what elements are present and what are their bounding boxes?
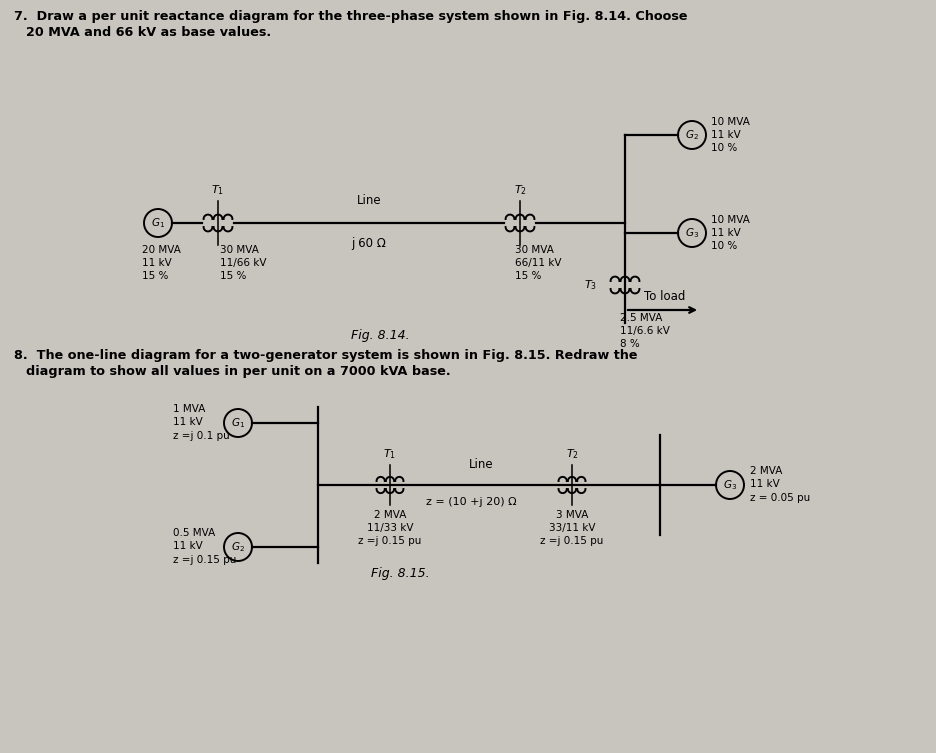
Text: Fig. 8.15.: Fig. 8.15. (371, 566, 430, 580)
Text: z =j 0.15 pu: z =j 0.15 pu (173, 555, 237, 565)
Text: 11/6.6 kV: 11/6.6 kV (620, 326, 670, 336)
Text: 20 MVA: 20 MVA (142, 245, 181, 255)
Text: 11 kV: 11 kV (142, 258, 171, 268)
Text: Line: Line (469, 458, 493, 471)
Text: 11 kV: 11 kV (173, 541, 203, 551)
Text: 0.5 MVA: 0.5 MVA (173, 528, 215, 538)
Text: 2 MVA: 2 MVA (373, 510, 406, 520)
Text: $G_3$: $G_3$ (723, 478, 737, 492)
Text: $G_1$: $G_1$ (151, 216, 165, 230)
Text: 1 MVA: 1 MVA (173, 404, 205, 414)
Text: 10 MVA: 10 MVA (711, 117, 750, 127)
Text: $T_3$: $T_3$ (584, 278, 597, 292)
Text: 11 kV: 11 kV (750, 479, 780, 489)
Text: 20 MVA and 66 kV as base values.: 20 MVA and 66 kV as base values. (26, 26, 271, 39)
Text: 2.5 MVA: 2.5 MVA (620, 313, 663, 323)
Text: 10 MVA: 10 MVA (711, 215, 750, 225)
Text: 15 %: 15 % (142, 271, 168, 281)
Text: $G_1$: $G_1$ (231, 416, 245, 430)
Text: $G_3$: $G_3$ (685, 226, 699, 240)
Text: 10 %: 10 % (711, 143, 738, 153)
Text: z = (10 +j 20) Ω: z = (10 +j 20) Ω (426, 497, 517, 507)
Text: Fig. 8.14.: Fig. 8.14. (351, 328, 409, 342)
Text: 30 MVA: 30 MVA (515, 245, 554, 255)
Text: 2 MVA: 2 MVA (750, 466, 782, 476)
Text: 66/11 kV: 66/11 kV (515, 258, 562, 268)
Text: z = 0.05 pu: z = 0.05 pu (750, 493, 811, 503)
Text: 11 kV: 11 kV (173, 417, 203, 427)
Text: 8.  The one-line diagram for a two-generator system is shown in Fig. 8.15. Redra: 8. The one-line diagram for a two-genera… (14, 349, 637, 362)
Text: z =j 0.15 pu: z =j 0.15 pu (540, 536, 604, 546)
Text: 30 MVA: 30 MVA (220, 245, 259, 255)
Text: 11/33 kV: 11/33 kV (367, 523, 414, 533)
Text: 11/66 kV: 11/66 kV (220, 258, 267, 268)
Text: Line: Line (357, 194, 381, 207)
Text: 15 %: 15 % (515, 271, 541, 281)
Text: 11 kV: 11 kV (711, 130, 740, 140)
Text: $G_2$: $G_2$ (231, 540, 245, 554)
Text: 11 kV: 11 kV (711, 228, 740, 238)
Text: 8 %: 8 % (620, 339, 639, 349)
Text: z =j 0.15 pu: z =j 0.15 pu (358, 536, 422, 546)
Text: 3 MVA: 3 MVA (556, 510, 588, 520)
Text: 33/11 kV: 33/11 kV (548, 523, 595, 533)
Text: 10 %: 10 % (711, 241, 738, 251)
Text: To load: To load (644, 290, 686, 303)
Text: diagram to show all values in per unit on a 7000 kVA base.: diagram to show all values in per unit o… (26, 365, 450, 378)
Text: 7.  Draw a per unit reactance diagram for the three-phase system shown in Fig. 8: 7. Draw a per unit reactance diagram for… (14, 10, 688, 23)
Text: 15 %: 15 % (220, 271, 246, 281)
Text: z =j 0.1 pu: z =j 0.1 pu (173, 431, 229, 441)
Text: $T_1$: $T_1$ (212, 183, 225, 197)
Text: $T_1$: $T_1$ (384, 447, 397, 461)
Text: $T_2$: $T_2$ (565, 447, 578, 461)
Text: j 60 Ω: j 60 Ω (352, 237, 387, 250)
Text: $T_2$: $T_2$ (514, 183, 526, 197)
Text: $G_2$: $G_2$ (685, 128, 699, 142)
